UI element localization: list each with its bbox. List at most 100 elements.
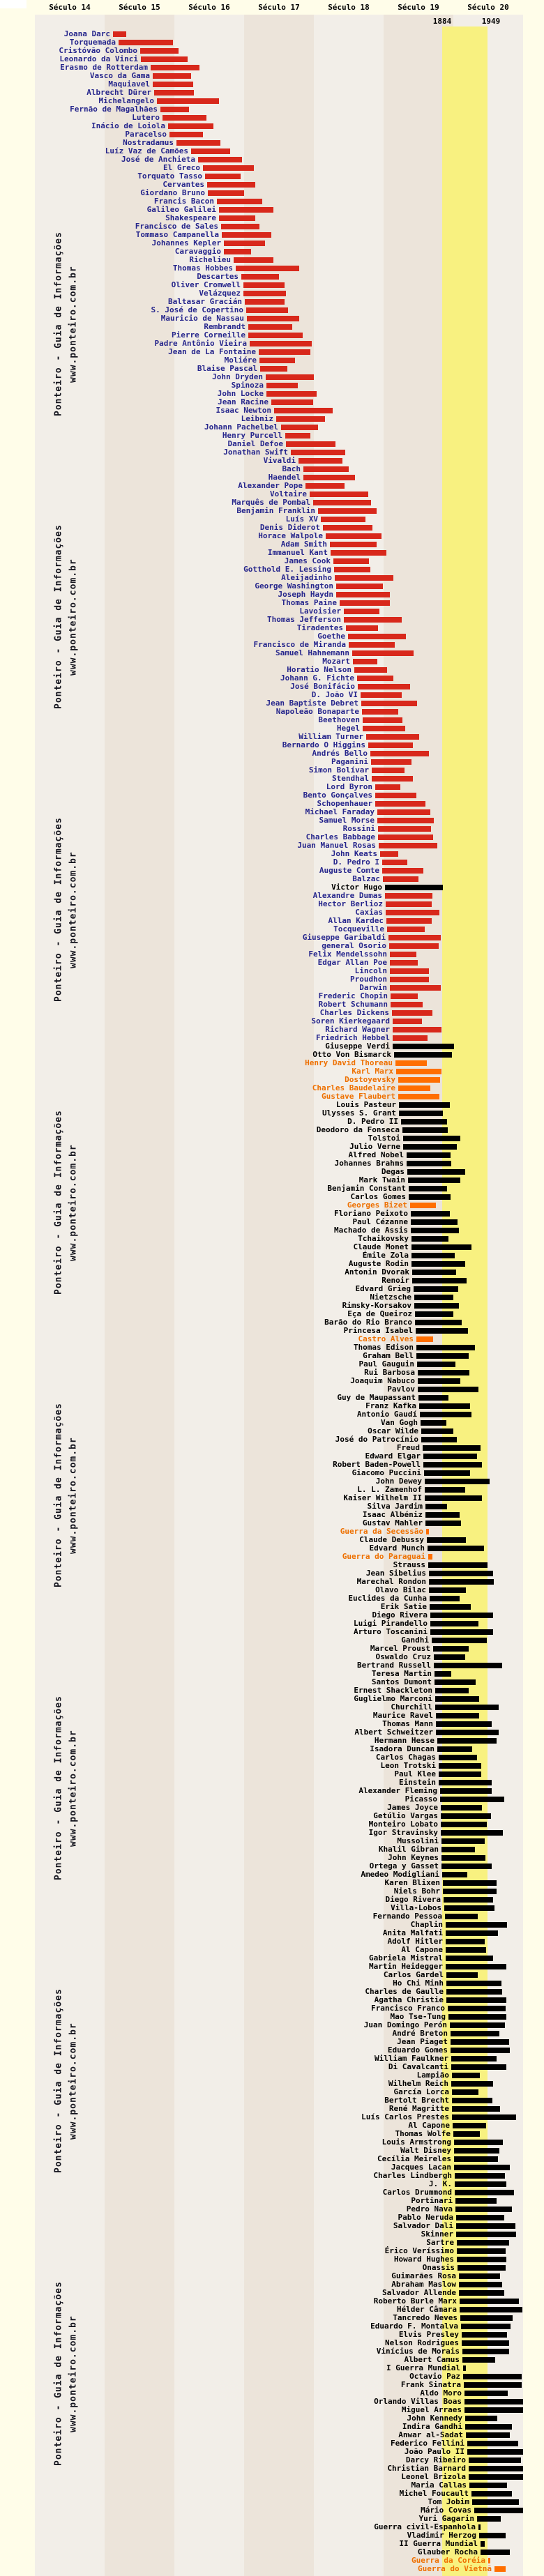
person-label[interactable]: Lincoln — [354, 966, 387, 975]
person-label[interactable]: Van Gogh — [381, 1418, 418, 1427]
person-label[interactable]: Darwin — [359, 983, 387, 992]
person-label[interactable]: Salvador Allende — [382, 2288, 456, 2297]
person-label[interactable]: Alfred Nobel — [348, 1150, 404, 1159]
person-label[interactable]: Frank Sinatra — [400, 2380, 461, 2389]
person-label[interactable]: Pablo Neruda — [398, 2213, 453, 2222]
person-label[interactable]: Fernão de Magalhães — [70, 105, 158, 114]
person-label[interactable]: José de Anchieta — [121, 155, 195, 164]
person-label[interactable]: Ernest Shackleton — [354, 1686, 432, 1695]
person-label[interactable]: Johann Pachelbel — [204, 422, 278, 432]
person-label[interactable]: Caxias — [355, 908, 383, 917]
person-label[interactable]: Lavoisier — [299, 607, 341, 616]
person-label[interactable]: Voltaire — [270, 489, 307, 498]
person-label[interactable]: Getúlio Vargas — [373, 1811, 438, 1820]
person-label[interactable]: Carlos Chagas — [375, 1753, 436, 1762]
person-label[interactable]: Jonathan Swift — [223, 448, 288, 457]
person-label[interactable]: Charles de Gaulle — [365, 1987, 444, 1996]
person-label[interactable]: John Keynes — [388, 1853, 439, 1862]
person-label[interactable]: Oliver Cromwell — [171, 280, 241, 289]
person-label[interactable]: general Osorio — [322, 941, 386, 950]
person-label[interactable]: Diego Rivera — [372, 1610, 428, 1619]
person-label[interactable]: Henry David Thoreau — [305, 1058, 393, 1067]
person-label[interactable]: Anita Malfati — [382, 1928, 443, 1937]
person-label[interactable]: D. Pedro I — [333, 858, 379, 867]
person-label[interactable]: Alexander Pope — [238, 481, 303, 490]
person-label[interactable]: Michelangelo — [98, 96, 154, 105]
person-label[interactable]: Galileo Galilei — [146, 205, 216, 214]
person-label[interactable]: Mozart — [322, 657, 350, 666]
person-label[interactable]: Soren Kierkegaard — [311, 1016, 390, 1026]
person-label[interactable]: Felix Mendelssohn — [308, 950, 387, 959]
person-label[interactable]: Paganini — [331, 757, 368, 766]
person-label[interactable]: Miguel Arraes — [401, 2405, 462, 2414]
person-label[interactable]: Torquemada — [69, 38, 116, 47]
person-label[interactable]: Sartre — [426, 2238, 454, 2247]
person-label[interactable]: Salvador Dali — [393, 2221, 453, 2230]
person-label[interactable]: Octavio Paz — [409, 2372, 460, 2381]
person-label[interactable]: Adam Smith — [280, 540, 327, 549]
person-label[interactable]: Guimarães Rosa — [391, 2271, 456, 2280]
person-label[interactable]: Alexander Fleming — [358, 1786, 437, 1795]
person-label[interactable]: Marcel Proust — [370, 1644, 430, 1653]
person-label[interactable]: Émile Zola — [362, 1251, 409, 1260]
person-label[interactable]: Francis Bacon — [153, 197, 214, 206]
person-label[interactable]: Barão do Rio Branco — [324, 1318, 412, 1327]
person-label[interactable]: Moliére — [224, 356, 257, 365]
person-label[interactable]: Spinoza — [231, 381, 264, 390]
person-label[interactable]: Graham Bell — [363, 1351, 414, 1360]
person-label[interactable]: Mussolini — [397, 1836, 439, 1845]
person-label[interactable]: Roberto Burle Marx — [373, 2296, 457, 2306]
person-label[interactable]: Mauricio de Nassau — [160, 314, 244, 323]
person-label[interactable]: José Bonifácio — [290, 682, 355, 691]
person-label[interactable]: Nietzsche — [370, 1293, 411, 1302]
person-label[interactable]: Horatio Nelson — [287, 665, 352, 674]
person-label[interactable]: José do Patrocínio — [335, 1435, 418, 1444]
person-label[interactable]: Luíz Vaz de Camões — [105, 146, 188, 155]
person-label[interactable]: Giuseppe Verdi — [325, 1042, 390, 1051]
person-label[interactable]: Jean Baptiste Debret — [266, 699, 358, 708]
person-label[interactable]: Guerra do Paraguai — [342, 1552, 425, 1561]
person-label[interactable]: Georges Bizet — [347, 1201, 407, 1210]
person-label[interactable]: Auguste Comte — [319, 866, 379, 875]
person-label[interactable]: Michael Faraday — [305, 807, 375, 816]
person-label[interactable]: Pedro Nava — [406, 2204, 453, 2213]
person-label[interactable]: Louis Armstrong — [381, 2137, 451, 2147]
person-label[interactable]: Benjamin Constant — [327, 1184, 406, 1193]
person-label[interactable]: Darcy Ribeiro — [405, 2455, 466, 2464]
person-label[interactable]: Hélder Câmara — [396, 2305, 457, 2314]
person-label[interactable]: Renoir — [381, 1276, 409, 1285]
person-label[interactable]: Amedeo Modigliani — [361, 1870, 439, 1879]
person-label[interactable]: Albert Camus — [404, 2355, 460, 2364]
person-label[interactable]: Horace Walpole — [258, 531, 323, 540]
person-label[interactable]: Jean Racine — [218, 397, 269, 406]
person-label[interactable]: Robert Baden-Powell — [333, 1460, 421, 1469]
person-label[interactable]: Vladimir Herzog — [407, 2531, 476, 2540]
person-label[interactable]: Howard Hughes — [393, 2255, 454, 2264]
person-label[interactable]: Rui Barbosa — [364, 1368, 415, 1377]
person-label[interactable]: Johannes Brahms — [334, 1159, 404, 1168]
person-label[interactable]: Orlando Villas Boas — [374, 2397, 462, 2406]
person-label[interactable]: Leibniz — [241, 414, 273, 423]
person-label[interactable]: Edvard Grieg — [355, 1284, 411, 1293]
person-label[interactable]: Juan Domingo Perón — [363, 2020, 447, 2029]
person-label[interactable]: Lutero — [132, 113, 160, 122]
person-label[interactable]: John Dryden — [212, 372, 263, 381]
person-label[interactable]: Oswaldo Cruz — [375, 1652, 431, 1661]
person-label[interactable]: Thomas Mann — [382, 1719, 433, 1728]
person-label[interactable]: Bertrand Russell — [357, 1661, 431, 1670]
person-label[interactable]: William Faulkner — [375, 2054, 448, 2063]
person-label[interactable]: Torquato Tasso — [137, 172, 202, 181]
person-label[interactable]: Gotthold E. Lessing — [243, 565, 331, 574]
person-label[interactable]: Ortega y Gasset — [369, 1861, 439, 1870]
person-label[interactable]: Luís XV — [285, 515, 318, 524]
person-label[interactable]: Aldo Moro — [420, 2388, 462, 2398]
person-label[interactable]: Tommaso Campanella — [135, 230, 219, 239]
person-label[interactable]: Immanuel Kant — [267, 548, 328, 557]
person-label[interactable]: Maquiavel — [108, 79, 150, 89]
person-label[interactable]: Giuseppe Garibaldi — [302, 933, 386, 942]
person-label[interactable]: Paracelso — [125, 130, 167, 139]
person-label[interactable]: Bernardo O Higgins — [282, 740, 365, 749]
person-label[interactable]: Indira Gandhi — [402, 2422, 462, 2431]
person-label[interactable]: Elvis Presley — [398, 2330, 459, 2339]
person-label[interactable]: Leonel Brizola — [401, 2472, 466, 2481]
